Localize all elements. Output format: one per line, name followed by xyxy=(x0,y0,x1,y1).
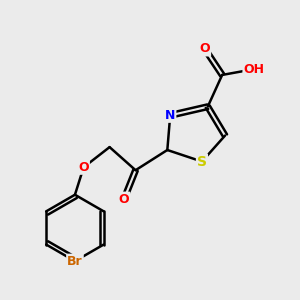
Text: N: N xyxy=(165,109,175,122)
Text: Br: Br xyxy=(67,255,83,268)
Text: S: S xyxy=(197,154,207,169)
Text: OH: OH xyxy=(243,63,264,76)
Text: O: O xyxy=(78,161,89,174)
Text: O: O xyxy=(119,193,129,206)
Text: O: O xyxy=(200,43,210,56)
